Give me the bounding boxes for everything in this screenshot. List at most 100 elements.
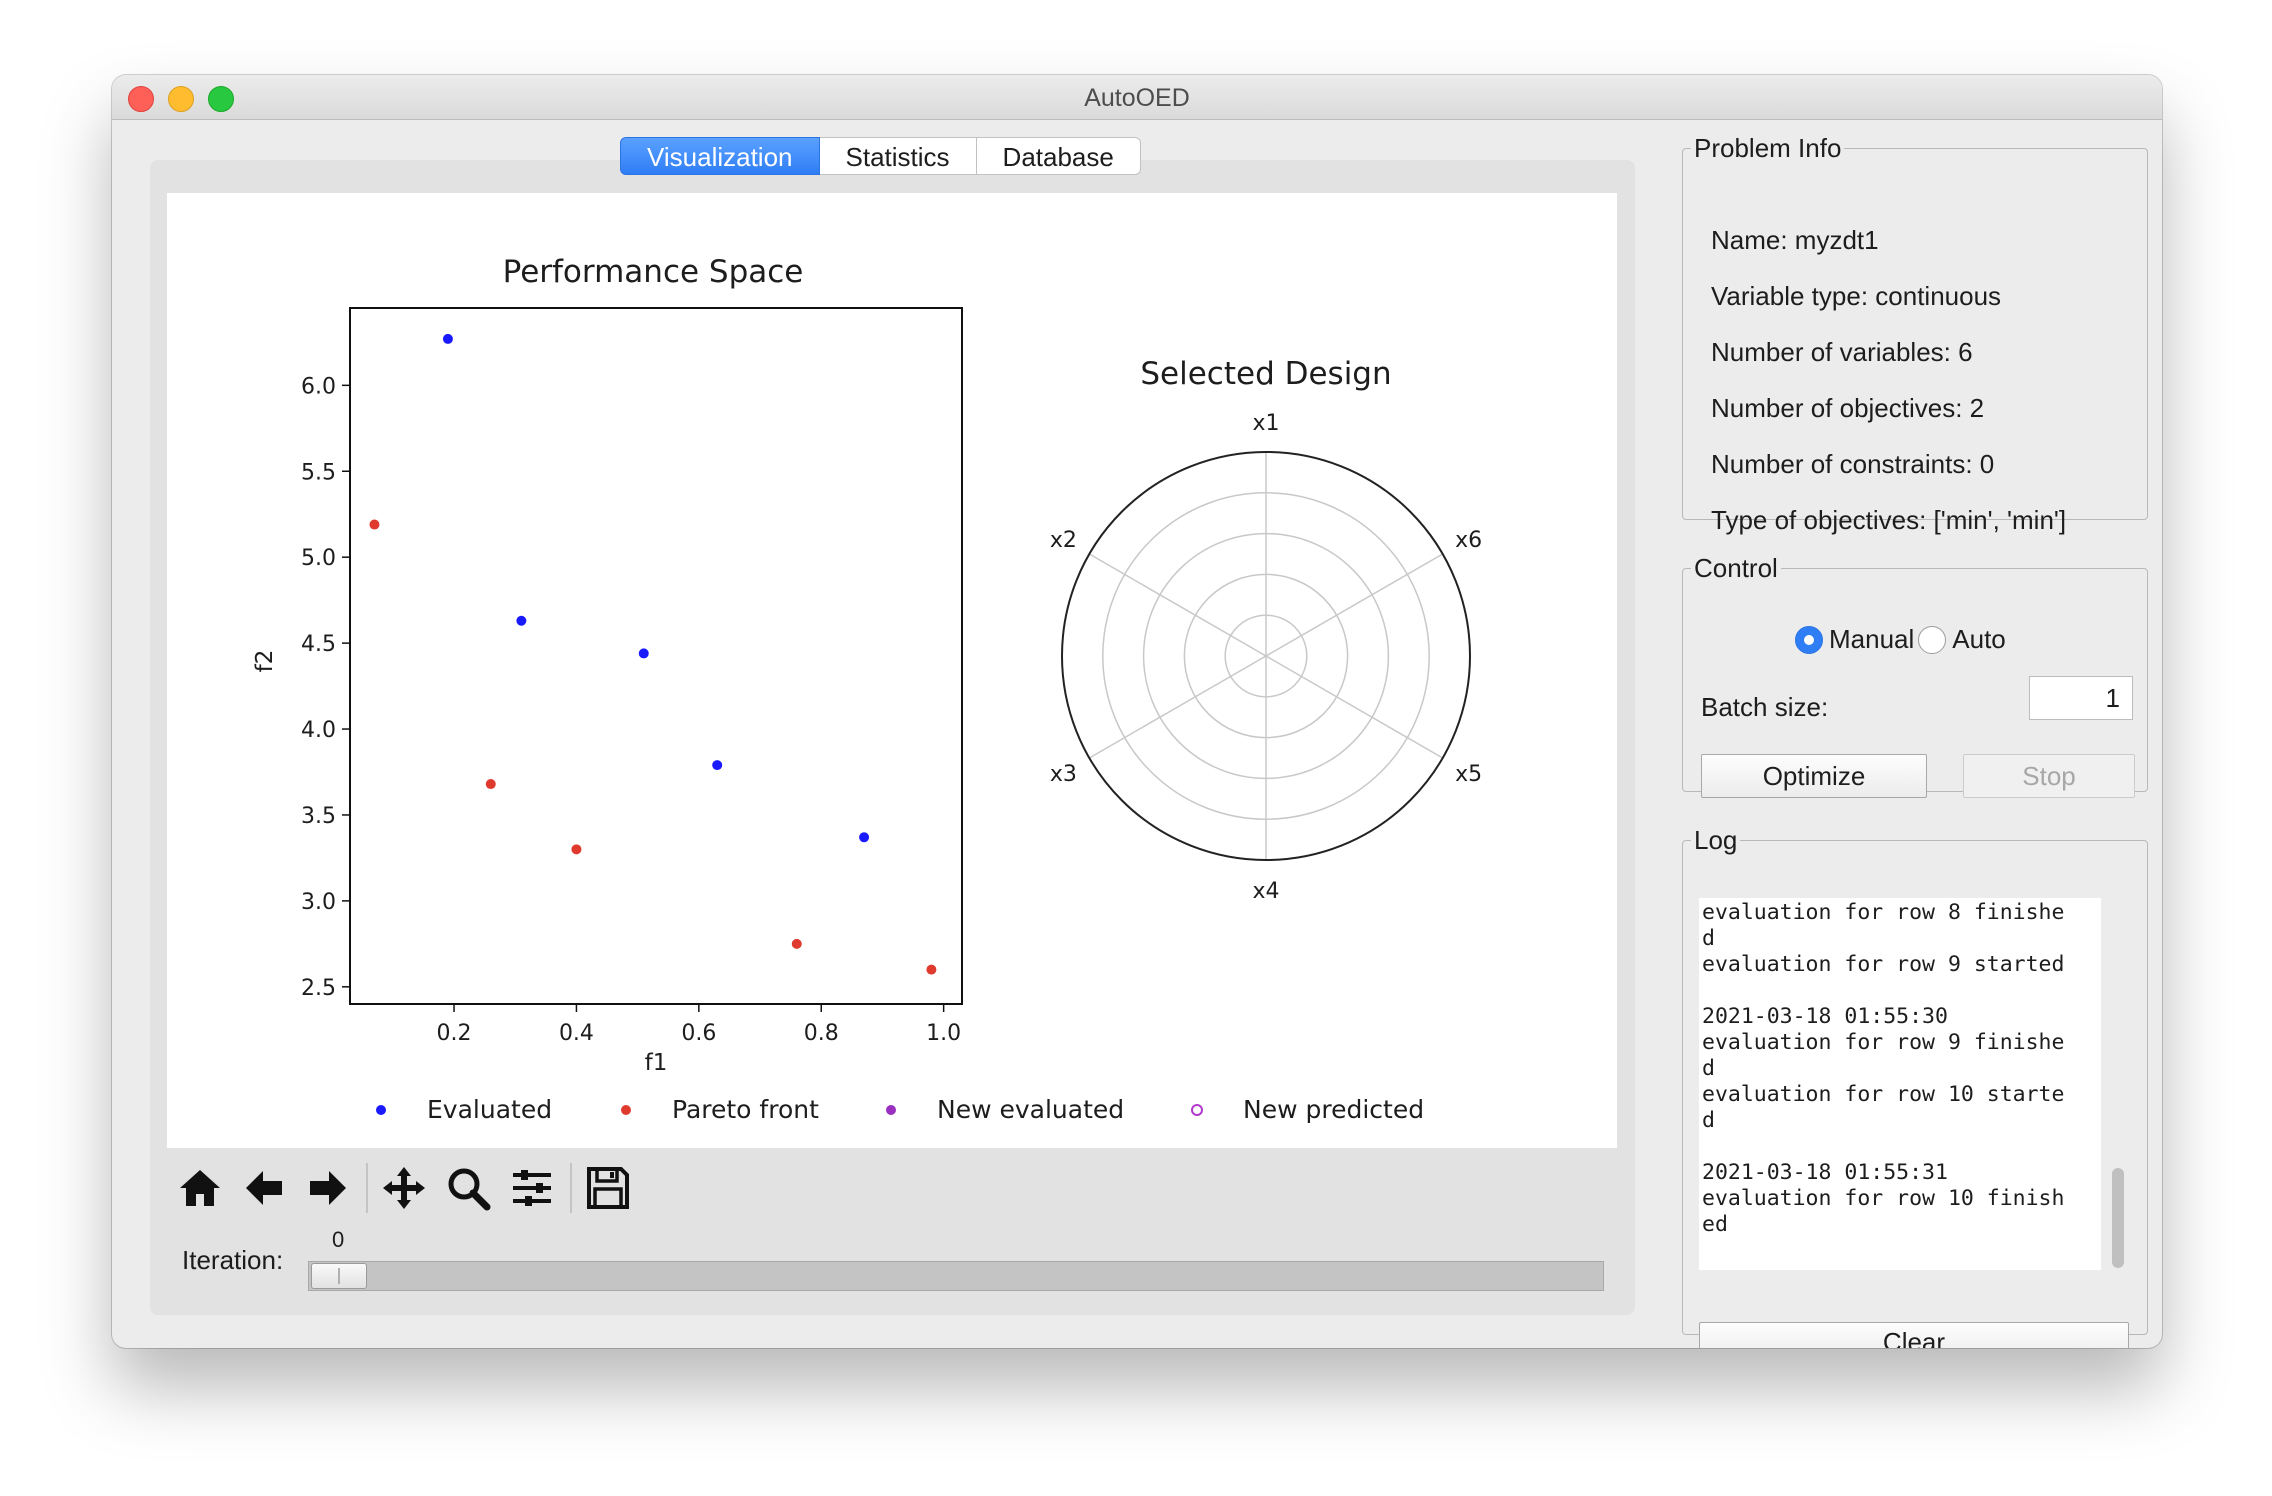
y-tick-label: 5.5 — [301, 460, 336, 485]
y-tick-label: 3.0 — [301, 890, 336, 915]
evaluated-point — [638, 648, 649, 659]
iteration-slider[interactable] — [308, 1261, 1604, 1291]
log-scrollbar-thumb[interactable] — [2112, 1168, 2124, 1268]
manual-radio[interactable] — [1795, 625, 1823, 654]
mode-radio-group: Manual Auto — [1795, 624, 2006, 655]
x-tick-label: 1.0 — [926, 1021, 961, 1046]
radar-axis-line — [1088, 553, 1267, 657]
y-tick-label: 6.0 — [301, 374, 336, 399]
legend-label-pareto-front: Pareto front — [672, 1095, 819, 1124]
optimize-button[interactable]: Optimize — [1701, 754, 1927, 798]
window-title: AutoOED — [1084, 84, 1190, 112]
radar-axis-line — [1265, 655, 1444, 759]
radar-axis-label-x3: x3 — [1050, 762, 1077, 787]
plot-toolbar — [174, 1158, 646, 1218]
evaluated-point — [516, 615, 527, 626]
auto-radio[interactable] — [1918, 625, 1947, 654]
zoom-window-button[interactable] — [208, 86, 234, 112]
clear-log-button[interactable]: Clear — [1699, 1322, 2129, 1348]
tab-bar: Visualization Statistics Database — [620, 137, 1141, 177]
tab-visualization[interactable]: Visualization — [620, 137, 820, 175]
legend-marker-pareto-front — [621, 1105, 631, 1115]
number-of-constraints: Number of constraints: 0 — [1711, 449, 1995, 479]
auto-radio-label[interactable]: Auto — [1952, 624, 2006, 654]
legend-label-evaluated: Evaluated — [427, 1095, 552, 1124]
radar-axis-label-x4: x4 — [1252, 879, 1279, 904]
pareto-front-point — [369, 519, 380, 530]
problem-name: Name: myzdt1 — [1711, 225, 1879, 255]
plot-canvas[interactable]: Performance Space 0.2 0.4 0.6 0.8 1.0 2.5 3.0 3… — [167, 193, 1617, 1148]
problem-info-legend: Problem Info — [1694, 133, 1842, 163]
batch-size-input[interactable]: 1 — [2029, 676, 2133, 720]
y-tick-label: 2.5 — [301, 976, 336, 1001]
evaluated-point — [442, 333, 453, 344]
toolbar-separator — [570, 1163, 572, 1213]
save-icon[interactable] — [582, 1162, 634, 1214]
manual-radio-label[interactable]: Manual — [1829, 624, 1915, 654]
app-window: AutoOED Visualization Statistics Databas… — [112, 75, 2162, 1348]
tab-database[interactable]: Database — [976, 137, 1141, 175]
legend-label-new-predicted: New predicted — [1243, 1095, 1424, 1124]
legend-marker-new-evaluated — [886, 1105, 896, 1115]
performance-space-axes-frame — [349, 307, 963, 1005]
radar-axis-label-x6: x6 — [1455, 528, 1482, 553]
radar-axis-label-x1: x1 — [1252, 411, 1279, 436]
selected-design-title: Selected Design — [1140, 356, 1391, 392]
evaluated-point — [859, 832, 870, 843]
y-tick-label: 5.0 — [301, 546, 336, 571]
log-group: Log evaluation for row 8 finishe d evalu… — [1682, 825, 2148, 1348]
title-bar: AutoOED — [112, 75, 2162, 120]
number-of-variables: Number of variables: 6 — [1711, 337, 1973, 367]
performance-space-ticks: 0.2 0.4 0.6 0.8 1.0 2.5 3.0 3.5 4.0 4.5 5.0 5.5 6.0 — [301, 374, 961, 1046]
iteration-label: Iteration: — [182, 1245, 284, 1275]
pan-icon[interactable] — [378, 1162, 430, 1214]
radar-outer-ring — [1061, 451, 1471, 861]
control-group: Control Manual Auto Batch size: 1 Optimi… — [1682, 553, 2148, 798]
legend-marker-evaluated — [376, 1105, 386, 1115]
legend-label-new-evaluated: New evaluated — [937, 1095, 1124, 1124]
radar-axis-line — [1088, 655, 1267, 759]
y-axis-label-f2: f2 — [252, 650, 278, 673]
pareto-front-point — [791, 938, 802, 949]
plot-legend: Evaluated Pareto front New evaluated New pr… — [376, 1095, 1424, 1124]
pareto-front-point — [926, 964, 937, 975]
performance-space-title: Performance Space — [503, 254, 804, 290]
y-tick-label: 3.5 — [301, 804, 336, 829]
back-arrow-icon[interactable] — [238, 1162, 290, 1214]
home-icon[interactable] — [174, 1162, 226, 1214]
log-text: evaluation for row 8 finishe d evaluatio… — [1702, 900, 2065, 1237]
toolbar-separator — [366, 1163, 368, 1213]
performance-space-points — [369, 333, 937, 975]
log-scrollbar[interactable] — [2107, 898, 2129, 1270]
tab-statistics[interactable]: Statistics — [819, 137, 977, 175]
batch-size-label: Batch size: — [1701, 692, 1829, 722]
y-tick-label: 4.5 — [301, 632, 336, 657]
x-tick-label: 0.6 — [681, 1021, 716, 1046]
x-axis-label-f1: f1 — [645, 1050, 668, 1076]
close-window-button[interactable] — [128, 86, 154, 112]
evaluated-point — [712, 760, 723, 771]
problem-info-group: Problem Info Name: myzdt1 Variable type:… — [1682, 133, 2148, 535]
selected-design-radar: x1 x2 x3 x4 x5 x6 — [1050, 411, 1482, 904]
log-legend: Log — [1694, 825, 1738, 855]
radar-axis-label-x2: x2 — [1050, 528, 1077, 553]
iteration-value: 0 — [332, 1227, 345, 1252]
legend-marker-new-predicted — [1191, 1104, 1203, 1116]
pareto-front-point — [571, 844, 582, 855]
plot-figure: Performance Space 0.2 0.4 0.6 0.8 1.0 2.5 3.0 3… — [252, 254, 1482, 1124]
pareto-front-point — [485, 779, 496, 790]
minimize-window-button[interactable] — [168, 86, 194, 112]
stop-button[interactable]: Stop — [1963, 754, 2135, 798]
x-tick-label: 0.2 — [437, 1021, 472, 1046]
forward-arrow-icon[interactable] — [302, 1162, 354, 1214]
type-of-objectives: Type of objectives: ['min', 'min'] — [1711, 505, 2067, 535]
zoom-icon[interactable] — [442, 1162, 494, 1214]
y-tick-label: 4.0 — [301, 718, 336, 743]
radar-axis-line — [1265, 553, 1444, 657]
variable-type: Variable type: continuous — [1711, 281, 2002, 311]
number-of-objectives: Number of objectives: 2 — [1711, 393, 1985, 423]
iteration-slider-thumb[interactable] — [311, 1263, 367, 1289]
log-text-area[interactable]: evaluation for row 8 finishe d evaluatio… — [1699, 898, 2101, 1270]
control-legend: Control — [1694, 553, 1778, 583]
configure-subplots-icon[interactable] — [506, 1162, 558, 1214]
